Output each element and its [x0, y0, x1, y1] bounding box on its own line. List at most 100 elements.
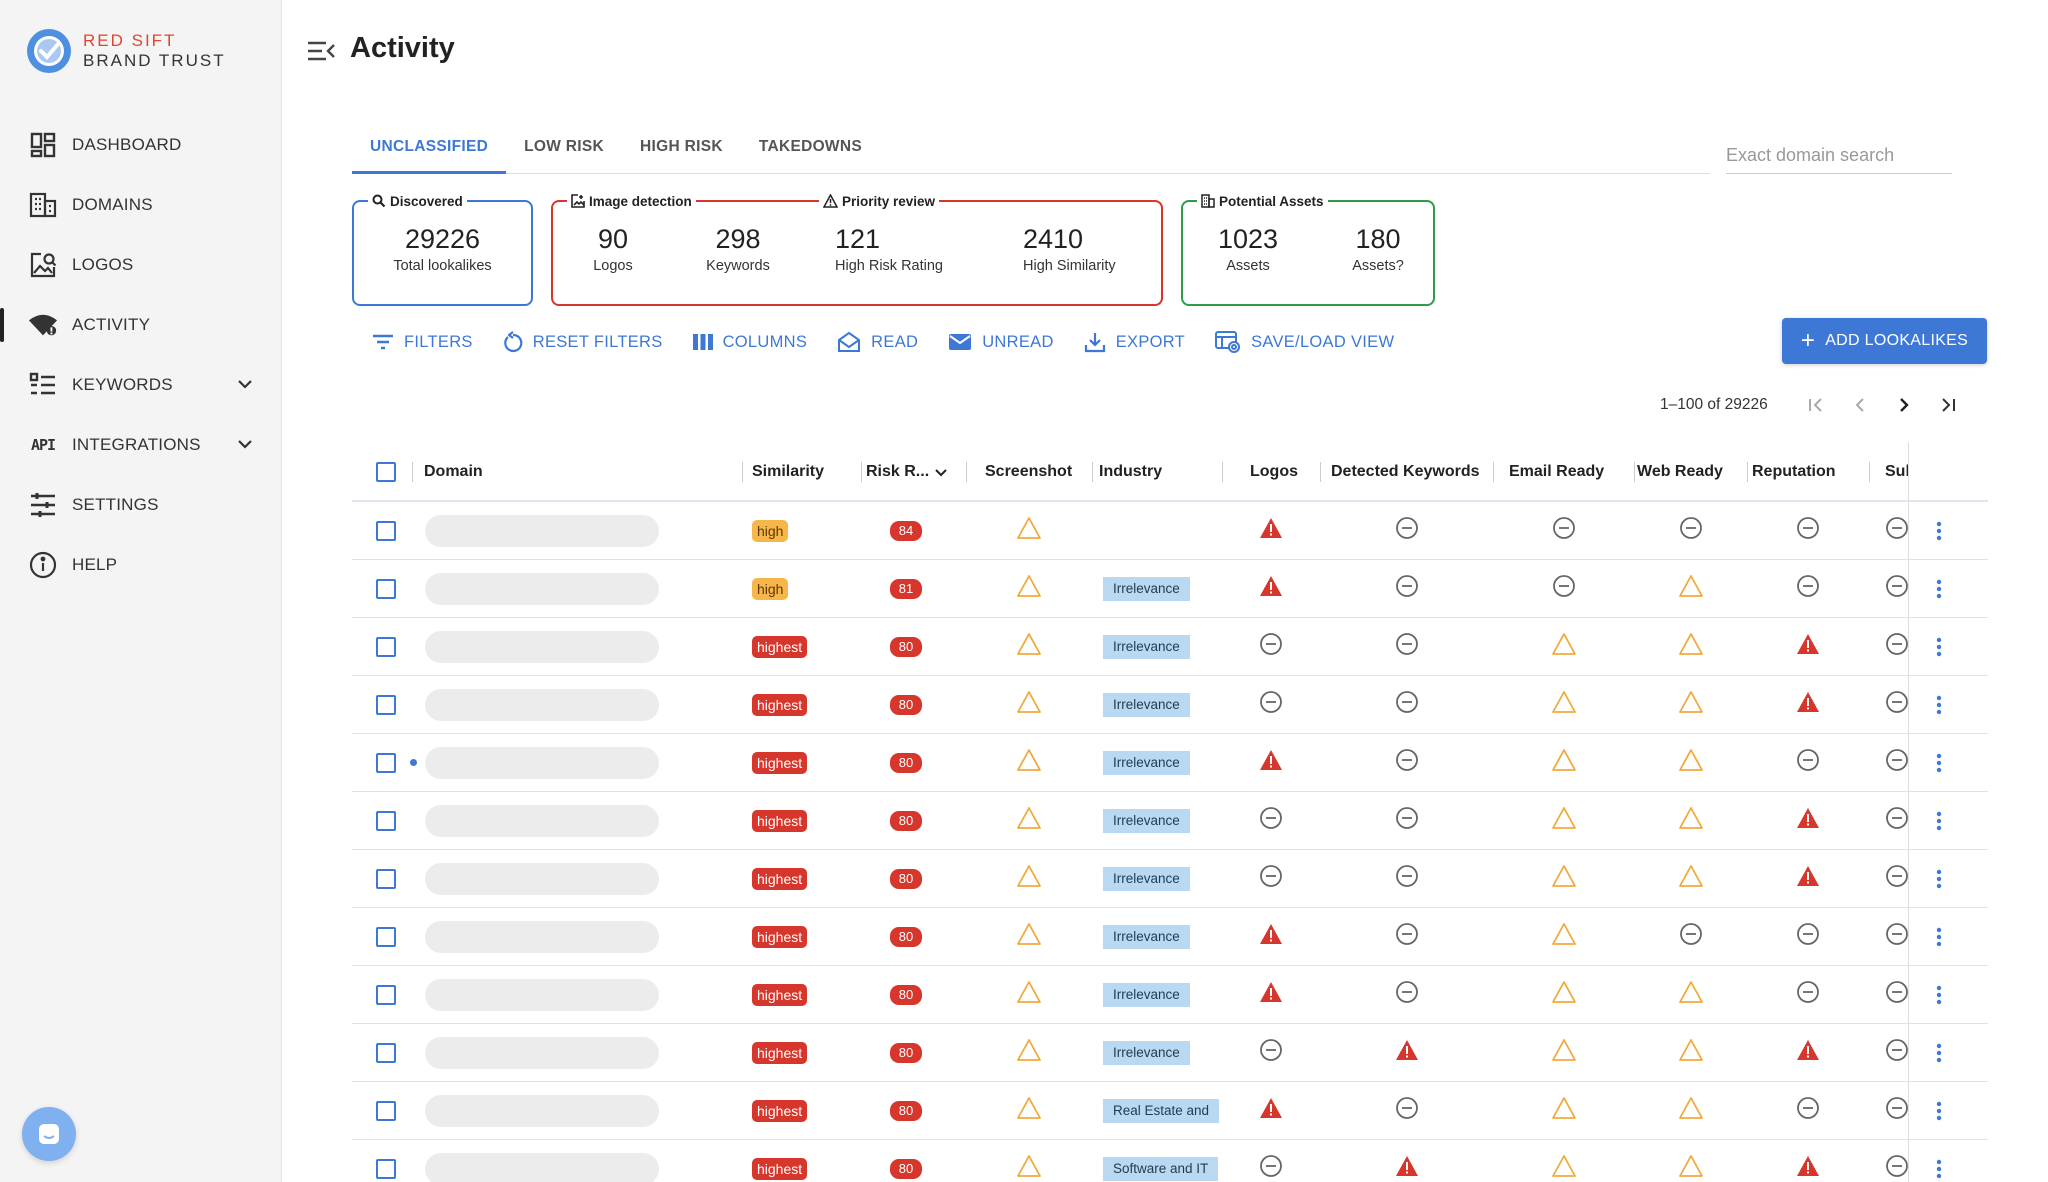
column-header-industry[interactable]: Industry [1099, 463, 1163, 480]
domain-placeholder[interactable] [425, 978, 659, 1011]
row-checkbox[interactable] [376, 520, 396, 541]
domain-placeholder[interactable] [425, 920, 659, 953]
domain-placeholder[interactable] [425, 1152, 659, 1182]
column-header-risk-rating[interactable]: Risk R... [866, 442, 948, 502]
column-header-email-ready[interactable]: Email Ready [1509, 463, 1605, 480]
table-row[interactable]: high 81 Irrelevance [352, 560, 1988, 618]
row-menu-icon[interactable] [1935, 520, 1943, 542]
screenshot-warning-icon[interactable] [1016, 574, 1042, 603]
table-row[interactable]: high 84 [352, 502, 1988, 560]
row-menu-icon[interactable] [1935, 868, 1943, 890]
discovered-card[interactable]: Discovered 29226 Total lookalikes [352, 192, 533, 306]
table-row[interactable]: highest 80 Real Estate and [352, 1082, 1988, 1140]
save-load-view-button[interactable]: SAVE/LOAD VIEW [1215, 330, 1394, 354]
screenshot-warning-icon[interactable] [1016, 1096, 1042, 1125]
brand-logo[interactable]: RED SIFT BRAND TRUST [25, 27, 226, 75]
column-header-reputation[interactable]: Reputation [1752, 463, 1836, 480]
table-row[interactable]: highest 80 Software and IT [352, 1140, 1988, 1182]
tab-high-risk[interactable]: HIGH RISK [640, 138, 723, 155]
filters-button[interactable]: FILTERS [372, 333, 473, 352]
screenshot-warning-icon[interactable] [1016, 806, 1042, 835]
table-row[interactable]: highest 80 Irrelevance [352, 908, 1988, 966]
table-row[interactable]: highest 80 Irrelevance [352, 618, 1988, 676]
domain-placeholder[interactable] [425, 1036, 659, 1069]
row-menu-icon[interactable] [1935, 984, 1943, 1006]
previous-page-icon[interactable] [1838, 390, 1882, 420]
table-row[interactable]: highest 80 Irrelevance [352, 676, 1988, 734]
row-checkbox[interactable] [376, 868, 396, 889]
row-menu-icon[interactable] [1935, 1158, 1943, 1180]
tab-low-risk[interactable]: LOW RISK [524, 138, 605, 155]
domain-placeholder[interactable] [425, 804, 659, 837]
row-checkbox[interactable] [376, 810, 396, 831]
sidebar-item-keywords[interactable]: KEYWORDS [0, 355, 282, 415]
row-checkbox[interactable] [376, 578, 396, 599]
row-menu-icon[interactable] [1935, 636, 1943, 658]
screenshot-warning-icon[interactable] [1016, 864, 1042, 893]
add-lookalikes-button[interactable]: + ADD LOOKALIKES [1782, 318, 1987, 364]
potential-assets-card[interactable]: Potential Assets 1023 Assets 180 Assets? [1181, 192, 1435, 306]
screenshot-warning-icon[interactable] [1016, 1038, 1042, 1067]
screenshot-warning-icon[interactable] [1016, 1154, 1042, 1182]
export-button[interactable]: EXPORT [1084, 331, 1185, 353]
table-row[interactable]: highest 80 Irrelevance [352, 850, 1988, 908]
screenshot-warning-icon[interactable] [1016, 632, 1042, 661]
screenshot-warning-icon[interactable] [1016, 980, 1042, 1009]
menu-collapse-icon[interactable] [306, 38, 336, 64]
sidebar-item-dashboard[interactable]: DASHBOARD [0, 115, 282, 175]
sidebar-item-integrations[interactable]: API INTEGRATIONS [0, 415, 282, 475]
sidebar-item-settings[interactable]: SETTINGS [0, 475, 282, 535]
sidebar-item-domains[interactable]: DOMAINS [0, 175, 282, 235]
last-page-icon[interactable] [1926, 390, 1970, 420]
tab-takedowns[interactable]: TAKEDOWNS [758, 138, 862, 155]
column-header-similarity[interactable]: Similarity [752, 463, 825, 480]
row-checkbox[interactable] [376, 752, 396, 773]
sidebar-item-activity[interactable]: ACTIVITY [0, 295, 282, 355]
row-checkbox[interactable] [376, 694, 396, 715]
table-row[interactable]: highest 80 Irrelevance [352, 966, 1988, 1024]
row-checkbox[interactable] [376, 1042, 396, 1063]
domain-placeholder[interactable] [425, 1094, 659, 1127]
row-checkbox[interactable] [376, 1100, 396, 1121]
columns-button[interactable]: COLUMNS [692, 333, 808, 352]
column-header-web-ready[interactable]: Web Ready [1637, 463, 1723, 480]
row-menu-icon[interactable] [1935, 694, 1943, 716]
select-all-checkbox[interactable] [376, 462, 396, 482]
table-row[interactable]: highest 80 Irrelevance [352, 1024, 1988, 1082]
column-header-detected-keywords[interactable]: Detected Keywords [1331, 463, 1480, 480]
domain-placeholder[interactable] [425, 746, 659, 779]
domain-placeholder[interactable] [425, 630, 659, 663]
row-menu-icon[interactable] [1935, 752, 1943, 774]
domain-placeholder[interactable] [425, 514, 659, 547]
sidebar-item-logos[interactable]: LOGOS [0, 235, 282, 295]
sort-chevron-down-icon[interactable] [934, 466, 948, 480]
domain-placeholder[interactable] [425, 862, 659, 895]
row-checkbox[interactable] [376, 1158, 396, 1179]
row-menu-icon[interactable] [1935, 578, 1943, 600]
screenshot-warning-icon[interactable] [1016, 748, 1042, 777]
row-menu-icon[interactable] [1935, 810, 1943, 832]
next-page-icon[interactable] [1882, 390, 1926, 420]
domain-placeholder[interactable] [425, 688, 659, 721]
row-menu-icon[interactable] [1935, 1042, 1943, 1064]
domain-placeholder[interactable] [425, 572, 659, 605]
tab-unclassified[interactable]: UNCLASSIFIED [352, 130, 507, 174]
column-header-domain[interactable]: Domain [424, 463, 483, 480]
screenshot-warning-icon[interactable] [1016, 922, 1042, 951]
first-page-icon[interactable] [1794, 390, 1838, 420]
chat-launcher-button[interactable] [22, 1107, 76, 1161]
mark-unread-button[interactable]: UNREAD [948, 332, 1053, 352]
sidebar-item-help[interactable]: HELP [0, 535, 282, 595]
row-menu-icon[interactable] [1935, 926, 1943, 948]
column-header-logos[interactable]: Logos [1250, 463, 1298, 480]
column-header-screenshot[interactable]: Screenshot [985, 463, 1073, 480]
domain-search-input[interactable] [1726, 138, 1952, 174]
row-checkbox[interactable] [376, 926, 396, 947]
screenshot-warning-icon[interactable] [1016, 690, 1042, 719]
chevron-down-icon[interactable] [236, 435, 254, 453]
chevron-down-icon[interactable] [236, 375, 254, 393]
mark-read-button[interactable]: READ [837, 331, 918, 353]
table-row[interactable]: highest 80 Irrelevance [352, 792, 1988, 850]
row-menu-icon[interactable] [1935, 1100, 1943, 1122]
screenshot-warning-icon[interactable] [1016, 516, 1042, 545]
